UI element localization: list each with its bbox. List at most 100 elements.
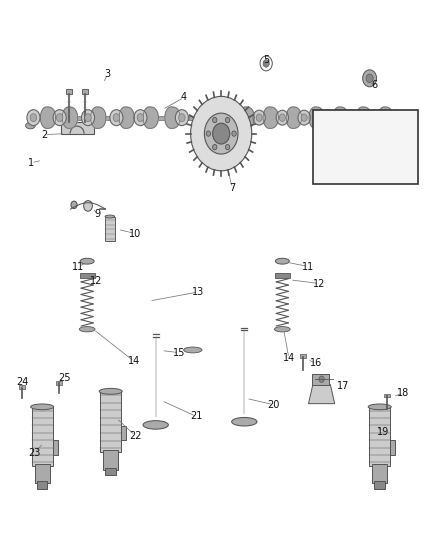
Ellipse shape — [99, 389, 122, 394]
Bar — [300, 354, 306, 358]
Bar — [384, 393, 390, 397]
Circle shape — [231, 114, 237, 122]
Bar — [369, 407, 390, 466]
Circle shape — [205, 113, 238, 154]
Circle shape — [27, 110, 40, 126]
Circle shape — [256, 114, 262, 122]
Ellipse shape — [275, 327, 290, 332]
Circle shape — [30, 114, 37, 122]
Circle shape — [319, 376, 324, 382]
Circle shape — [137, 114, 144, 122]
Bar — [374, 481, 385, 489]
Circle shape — [81, 110, 95, 126]
Bar — [106, 467, 116, 475]
Polygon shape — [263, 107, 279, 128]
Circle shape — [113, 114, 120, 122]
Text: 11: 11 — [302, 262, 314, 271]
Polygon shape — [286, 107, 301, 128]
Ellipse shape — [276, 259, 289, 264]
Circle shape — [134, 110, 147, 126]
Bar — [32, 407, 53, 466]
Text: 18: 18 — [397, 388, 410, 398]
Circle shape — [348, 114, 354, 122]
Bar — [390, 440, 396, 455]
Bar — [275, 273, 290, 278]
Polygon shape — [239, 107, 254, 128]
Circle shape — [53, 110, 66, 126]
Text: 8: 8 — [381, 140, 387, 150]
Bar — [37, 481, 47, 489]
Polygon shape — [119, 107, 134, 128]
Circle shape — [393, 114, 399, 122]
Text: 13: 13 — [192, 287, 204, 297]
Circle shape — [276, 110, 288, 125]
Circle shape — [371, 114, 377, 122]
Circle shape — [324, 114, 330, 122]
Ellipse shape — [79, 327, 95, 332]
Text: 21: 21 — [190, 411, 202, 422]
Text: 11: 11 — [72, 262, 85, 271]
Circle shape — [298, 110, 310, 125]
Text: 12: 12 — [313, 279, 325, 288]
Polygon shape — [378, 107, 393, 128]
Text: 14: 14 — [283, 353, 295, 363]
Ellipse shape — [368, 404, 391, 410]
Circle shape — [179, 114, 185, 122]
Bar — [121, 425, 127, 440]
Bar — [35, 464, 49, 483]
Ellipse shape — [349, 151, 358, 154]
Circle shape — [212, 123, 230, 144]
Bar — [313, 110, 418, 184]
Circle shape — [279, 114, 286, 122]
Text: 19: 19 — [377, 427, 389, 438]
Text: 1: 1 — [28, 158, 34, 168]
Polygon shape — [356, 107, 371, 128]
Text: 24: 24 — [16, 377, 29, 387]
Polygon shape — [308, 384, 335, 403]
Text: 7: 7 — [229, 183, 235, 193]
Text: 2: 2 — [41, 130, 47, 140]
Text: 3: 3 — [105, 69, 111, 79]
Bar — [82, 89, 88, 94]
Circle shape — [390, 110, 402, 125]
Circle shape — [301, 114, 307, 122]
Circle shape — [191, 96, 252, 171]
Text: 20: 20 — [267, 400, 280, 410]
Circle shape — [253, 110, 265, 125]
Text: 9: 9 — [95, 209, 101, 220]
Bar — [53, 440, 58, 455]
Ellipse shape — [105, 215, 115, 218]
Circle shape — [226, 144, 230, 150]
Circle shape — [354, 141, 363, 152]
Polygon shape — [333, 107, 348, 128]
Polygon shape — [91, 107, 106, 128]
Text: 4: 4 — [181, 92, 187, 102]
Text: 15: 15 — [173, 348, 185, 358]
Bar — [18, 385, 25, 389]
Circle shape — [175, 110, 188, 126]
Text: 10: 10 — [129, 229, 141, 239]
Ellipse shape — [143, 421, 168, 429]
Ellipse shape — [25, 123, 35, 129]
Bar — [100, 391, 121, 452]
Text: 23: 23 — [28, 448, 41, 457]
Polygon shape — [62, 107, 78, 128]
Ellipse shape — [184, 347, 202, 353]
Bar — [66, 89, 72, 94]
Bar — [372, 464, 387, 483]
Text: 14: 14 — [128, 356, 140, 366]
Ellipse shape — [31, 404, 54, 410]
Bar — [103, 450, 118, 470]
Circle shape — [212, 144, 217, 150]
Polygon shape — [165, 107, 180, 128]
Circle shape — [368, 110, 380, 125]
Bar — [105, 216, 115, 241]
Circle shape — [57, 114, 63, 122]
Bar — [349, 152, 358, 171]
Circle shape — [345, 110, 357, 125]
Ellipse shape — [232, 417, 257, 426]
Text: 17: 17 — [337, 381, 350, 391]
Circle shape — [263, 60, 269, 67]
Circle shape — [341, 142, 347, 149]
Bar — [311, 374, 329, 384]
